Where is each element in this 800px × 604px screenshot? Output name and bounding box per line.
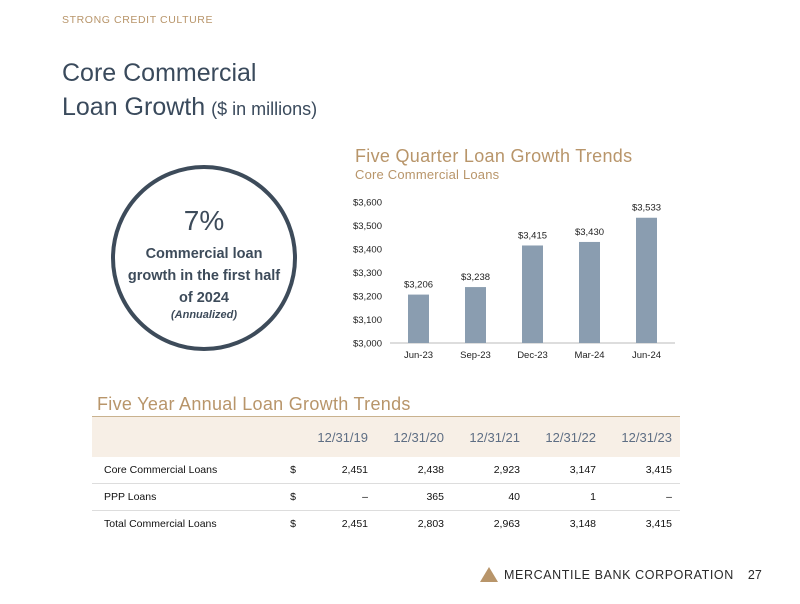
growth-note: (Annualized) (171, 309, 237, 321)
y-tick-label: $3,500 (353, 221, 382, 232)
company-name: MERCANTILE BANK CORPORATION (504, 567, 734, 582)
y-tick-label: $3,400 (353, 245, 382, 256)
table-title: Five Year Annual Loan Growth Trends (97, 394, 411, 414)
row-cell: 3,148 (528, 510, 604, 537)
page-number: 27 (747, 567, 762, 582)
growth-description: Commercial loan growth in the first half… (127, 246, 281, 306)
table-header-col: 12/31/19 (300, 416, 376, 457)
row-currency: $ (251, 483, 300, 511)
x-tick-label: Mar-24 (574, 350, 604, 361)
row-cell: 365 (376, 483, 452, 511)
row-cell: 3,415 (604, 510, 680, 537)
row-cell: 3,147 (528, 457, 604, 484)
y-tick-label: $3,300 (353, 268, 382, 279)
row-cell: 1 (528, 483, 604, 511)
x-tick-label: Sep-23 (460, 350, 491, 361)
y-tick-label: $3,000 (353, 339, 382, 350)
table-row: Core Commercial Loans $ 2,451 2,438 2,92… (92, 457, 680, 484)
data-label: $3,430 (575, 227, 604, 238)
bar (579, 241, 600, 343)
row-cell: – (300, 483, 376, 511)
row-currency: $ (251, 457, 300, 484)
x-tick-label: Dec-23 (517, 350, 548, 361)
title-line-1: Core Commercial (62, 59, 257, 87)
table-header-currency (251, 416, 300, 457)
data-label: $3,415 (518, 230, 547, 241)
loan-growth-bar-chart: $3,000 $3,100 $3,200 $3,300 $3,400 $3,500 $3,6… (353, 198, 675, 361)
data-label: $3,238 (461, 272, 490, 283)
x-tick-label: Jun-24 (632, 350, 661, 361)
section-label: STRONG CREDIT CULTURE (62, 14, 214, 26)
row-cell: 40 (452, 483, 528, 511)
row-cell: – (604, 483, 680, 511)
page-title: Core Commercial Loan Growth ($ in million… (62, 56, 317, 126)
title-line-2: Loan Growth ($ in millions) (62, 90, 317, 126)
row-label: Core Commercial Loans (92, 457, 251, 484)
table-header-col: 12/31/20 (376, 416, 452, 457)
table-header-col: 12/31/22 (528, 416, 604, 457)
row-cell: 2,963 (452, 510, 528, 537)
growth-percent: 7% (183, 205, 225, 236)
row-currency: $ (251, 510, 300, 537)
row-cell: 3,415 (604, 457, 680, 484)
bar (522, 245, 543, 343)
table-row: PPP Loans $ – 365 40 1 – (92, 483, 680, 511)
x-tick-label: Jun-23 (404, 350, 433, 361)
row-label: PPP Loans (92, 483, 251, 511)
table-row-total: Total Commercial Loans $ 2,451 2,803 2,9… (92, 510, 680, 537)
y-tick-label: $3,200 (353, 292, 382, 303)
row-label: Total Commercial Loans (92, 510, 251, 537)
growth-highlight-circle: 7% Commercial loan growth in the first h… (111, 165, 297, 351)
table-header-col: 12/31/23 (604, 416, 680, 457)
row-cell: 2,923 (452, 457, 528, 484)
title-line-2-text: Loan Growth (62, 93, 206, 121)
chart-title: Five Quarter Loan Growth Trends (355, 146, 633, 166)
row-cell: 2,803 (376, 510, 452, 537)
row-cell: 2,451 (300, 510, 376, 537)
y-tick-label: $3,100 (353, 315, 382, 326)
table-header-col: 12/31/21 (452, 416, 528, 457)
company-logo-icon (480, 567, 498, 582)
annual-loan-table: 12/31/19 12/31/20 12/31/21 12/31/22 12/3… (92, 416, 680, 537)
data-label: $3,533 (632, 203, 661, 214)
y-tick-label: $3,600 (353, 198, 382, 209)
row-cell: 2,438 (376, 457, 452, 484)
bar (636, 217, 657, 343)
data-label: $3,206 (404, 280, 433, 291)
footer: MERCANTILE BANK CORPORATION 27 (480, 567, 762, 582)
bar (408, 294, 429, 343)
row-cell: 2,451 (300, 457, 376, 484)
title-unit: ($ in millions) (211, 99, 318, 119)
bar (465, 287, 486, 343)
table-header-blank (92, 416, 251, 457)
chart-subtitle: Core Commercial Loans (355, 167, 500, 182)
table-header-row: 12/31/19 12/31/20 12/31/21 12/31/22 12/3… (92, 416, 680, 457)
